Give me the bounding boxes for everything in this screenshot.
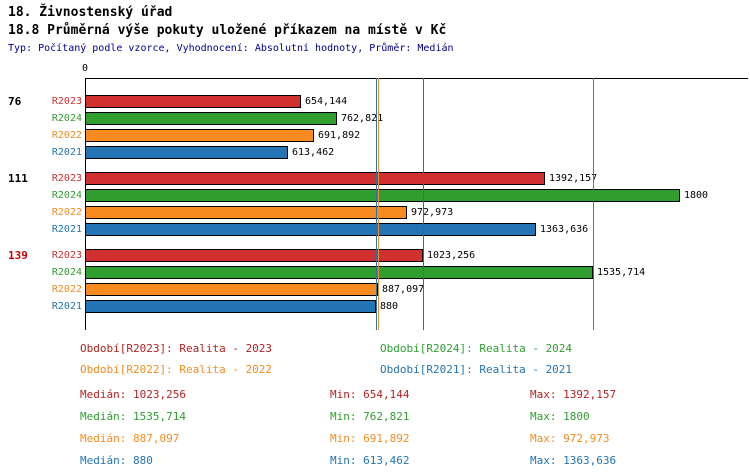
series-label-r2021: R2021 [51,301,82,312]
group-label-76: 76 [8,95,22,108]
page-title: 18. Živnostenský úřad [8,5,173,20]
stats-row-r2021: Medián: 880 Min: 613,462 Max: 1363,636 [0,450,750,472]
bar-r2021-group-139 [85,300,376,313]
legend-row: Období[R2022]: Realita - 2022 Období[R20… [0,359,750,380]
bar-value-label: 1392,157 [549,173,598,184]
stats-row-r2024: Medián: 1535,714 Min: 762,821 Max: 1800 [0,406,750,428]
stat-max: Max: 972,973 [530,432,610,445]
median-line-r2023 [423,78,424,330]
stat-median: Medián: 887,097 [80,432,180,445]
chart-title: 18.8 Průměrná výše pokuty uložené příkaz… [8,23,447,38]
stat-median: Medián: 880 [80,454,153,467]
median-line-r2021 [376,78,377,330]
stat-min: Min: 691,892 [330,432,410,445]
stat-median: Medián: 1023,256 [80,388,186,401]
bar-r2022-group-111 [85,206,407,219]
x-axis-line [85,78,748,79]
bar-value-label: 613,462 [292,147,335,158]
bar-value-label: 654,144 [305,96,348,107]
legend: Období[R2023]: Realita - 2023 Období[R20… [0,338,750,380]
stats-summary: Medián: 1023,256 Min: 654,144 Max: 1392,… [0,384,750,472]
median-line-r2022 [378,78,379,330]
bar-r2021-group-76 [85,146,288,159]
series-label-r2022: R2022 [51,130,82,141]
bar-value-label: 1363,636 [540,224,589,235]
stat-max: Max: 1363,636 [530,454,617,467]
bar-r2023-group-76 [85,95,301,108]
bar-r2024-group-76 [85,112,337,125]
bar-r2024-group-139 [85,266,593,279]
bar-value-label: 762,821 [341,113,384,124]
stats-row-r2022: Medián: 887,097 Min: 691,892 Max: 972,97… [0,428,750,450]
legend-row: Období[R2023]: Realita - 2023 Období[R20… [0,338,750,359]
series-label-r2023: R2023 [51,173,82,184]
legend-item-r2022: Období[R2022]: Realita - 2022 [80,363,273,376]
stats-row-r2023: Medián: 1023,256 Min: 654,144 Max: 1392,… [0,384,750,406]
series-label-r2024: R2024 [51,113,82,124]
median-line-r2024 [593,78,594,330]
stat-min: Min: 762,821 [330,410,410,423]
series-label-r2024: R2024 [51,267,82,278]
bar-value-label: 887,097 [382,284,425,295]
group-label-111: 111 [8,172,28,185]
legend-item-r2023: Období[R2023]: Realita - 2023 [80,342,273,355]
legend-item-r2024: Období[R2024]: Realita - 2024 [380,342,573,355]
stat-max: Max: 1392,157 [530,388,617,401]
chart-meta: Typ: Počítaný podle vzorce, Vyhodnocení:… [8,43,454,54]
bar-r2022-group-139 [85,283,378,296]
bar-r2021-group-111 [85,223,536,236]
series-label-r2021: R2021 [51,147,82,158]
bar-value-label: 880 [380,301,399,312]
bar-value-label: 1535,714 [597,267,646,278]
series-label-r2022: R2022 [51,207,82,218]
group-label-139: 139 [8,249,28,262]
series-label-r2022: R2022 [51,284,82,295]
stat-min: Min: 654,144 [330,388,410,401]
axis-origin-label: 0 [81,63,89,74]
series-label-r2021: R2021 [51,224,82,235]
bar-r2022-group-76 [85,129,314,142]
stat-median: Medián: 1535,714 [80,410,186,423]
bar-value-label: 1023,256 [427,250,476,261]
bar-r2023-group-139 [85,249,423,262]
chart-area: 0 76 R2023 654,144 R2024 762,821 R2022 691,892 R… [0,60,750,338]
bar-value-label: 1800 [684,190,709,201]
stat-min: Min: 613,462 [330,454,410,467]
series-label-r2023: R2023 [51,96,82,107]
stat-max: Max: 1800 [530,410,590,423]
y-axis-line [85,78,86,330]
bar-r2023-group-111 [85,172,545,185]
series-label-r2023: R2023 [51,250,82,261]
legend-item-r2021: Období[R2021]: Realita - 2021 [380,363,573,376]
bar-value-label: 691,892 [318,130,361,141]
bar-value-label: 972,973 [411,207,454,218]
series-label-r2024: R2024 [51,190,82,201]
bar-r2024-group-111 [85,189,680,202]
